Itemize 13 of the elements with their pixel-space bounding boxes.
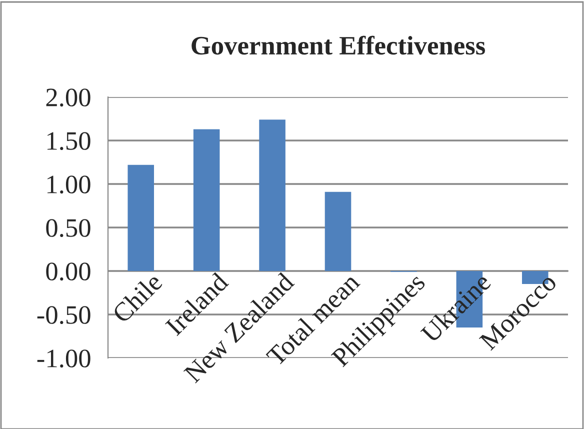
bar (193, 129, 220, 271)
bar (259, 120, 286, 271)
y-tick-label: -0.50 (37, 306, 90, 324)
chart-title: Government Effectiveness (192, 36, 486, 55)
bar (324, 192, 352, 271)
y-tick-label: 1.50 (47, 132, 90, 150)
y-tick-label: 2.00 (46, 88, 90, 107)
y-tick-label: 0.50 (46, 219, 90, 238)
y-tick-label: 0.00 (46, 262, 90, 281)
y-tick-label: -1.00 (37, 350, 90, 368)
bar (128, 164, 154, 271)
y-tick-label: 1.00 (47, 176, 90, 194)
x-tick-label: Chile (111, 272, 164, 324)
